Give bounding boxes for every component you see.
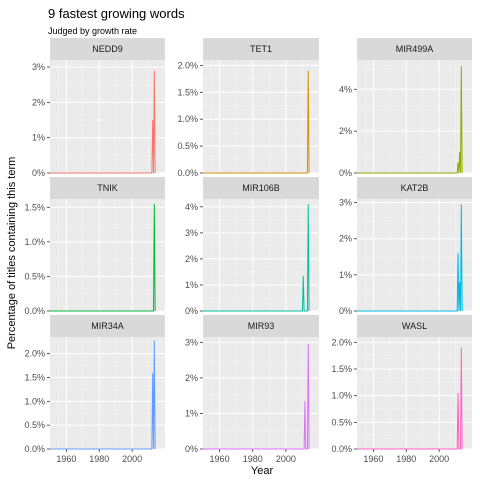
facet-strip-label: TNIK [97,183,118,193]
facet-strip-label: NEDD9 [92,44,123,54]
y-tick-label: 2% [185,254,198,264]
x-tick-label: 2000 [276,454,296,464]
y-tick-label: 0.5% [177,141,198,151]
facet-tet1: TET1 0.0% 0.5% 1.0% 1.5% 2.0% [177,38,319,178]
facet-strip-label: MIR106B [242,183,280,193]
x-tick-label: 1960 [210,454,230,464]
facet-strip [50,315,165,337]
facet-strip-label: MIR93 [248,321,275,331]
series-line-mir93 [203,344,310,450]
panel-background [50,199,165,311]
y-axis-title: Percentage of titles containing this ter… [6,157,18,350]
y-tick-label: 0% [185,444,198,454]
facet-strip-label: TET1 [250,44,272,54]
series-line-nedd9 [50,70,156,174]
y-tick-label: 2.0% [177,60,198,70]
x-tick-label: 2000 [122,454,142,464]
y-tick-label: 1% [339,270,352,280]
panel-background [357,199,472,311]
y-tick-label: 1.0% [177,114,198,124]
facet-strip [50,38,165,60]
y-tick-label: 0% [185,306,198,316]
facet-strip-label: MIR499A [396,44,434,54]
x-tick-label: 1980 [89,454,109,464]
series-line-tnik [50,203,156,312]
y-tick-label: 0.0% [24,444,45,454]
facet-strip [203,38,319,60]
facet-strip [357,315,472,337]
facet-strip [357,38,472,60]
facet-strip [50,177,165,199]
y-tick-label: 0% [339,306,352,316]
y-tick-label: 0% [32,168,45,178]
y-tick-label: 0.0% [177,168,198,178]
y-tick-label: 2.0% [24,349,45,359]
series-line-kat2b [357,204,463,312]
facet-strip [357,177,472,199]
facet-mir93: MIR93 0% 1% 2% 3% 1960 1980 2000 [185,315,319,464]
x-tick-label: 1980 [396,454,416,464]
y-tick-label: 1% [32,133,45,143]
y-tick-label: 1.0% [24,396,45,406]
y-tick-label: 2% [32,97,45,107]
y-tick-label: 0% [339,168,352,178]
panel-background [203,337,319,449]
y-tick-label: 1.5% [24,373,45,383]
y-tick-label: 1.0% [331,391,352,401]
series-line-wasl [357,347,463,450]
facet-nedd9: NEDD9 0% 1% 2% 3% [32,38,165,178]
x-axis-title: Year [251,465,274,477]
facet-strip-label: WASL [402,321,427,331]
facet-tnik: TNIK 0.0% 0.5% 1.0% 1.5% [24,177,165,316]
facet-strip-label: KAT2B [401,183,429,193]
y-tick-label: 0.0% [24,306,45,316]
facet-strip [203,315,319,337]
facet-mir34a: MIR34A 0.0% 0.5% 1.0% 1.5% 2.0% 1960 1980 2000 [24,315,165,464]
x-tick-label: 1960 [363,454,383,464]
y-tick-label: 3% [339,198,352,208]
chart-title: 9 fastest growing words [48,6,185,21]
y-tick-label: 1.0% [24,237,45,247]
x-tick-label: 1960 [56,454,76,464]
y-tick-label: 3% [32,62,45,72]
series-line-tet1 [203,70,310,174]
panel-background [357,60,472,173]
y-tick-label: 0.0% [331,444,352,454]
series-line-mir106b [203,204,310,312]
y-tick-label: 1.5% [177,87,198,97]
facet-strip [203,177,319,199]
series-line-mir499a [357,66,463,174]
y-tick-label: 2% [185,373,198,383]
y-tick-label: 2% [339,234,352,244]
facet-wasl: WASL 0.0% 0.5% 1.0% 1.5% 2.0% 1960 1980 2000 [331,315,472,464]
panel-background [50,337,165,449]
y-tick-label: 2.0% [331,337,352,347]
facet-mir499a: MIR499A 0% 2% 4% [339,38,472,178]
y-tick-label: 0.5% [331,417,352,427]
y-tick-label: 3% [185,228,198,238]
y-tick-label: 1.5% [24,202,45,212]
y-tick-label: 4% [339,84,352,94]
panel-background [203,60,319,173]
facet-kat2b: KAT2B 0% 1% 2% 3% [339,177,472,316]
facet-strip-label: MIR34A [91,321,124,331]
facet-mir106b: MIR106B 0% 1% 2% 3% 4% [185,177,319,316]
panel-background [357,337,472,449]
y-tick-label: 0.5% [24,271,45,281]
y-tick-label: 1% [185,408,198,418]
series-line-mir34a [50,340,156,450]
y-tick-label: 1.5% [331,364,352,374]
x-tick-label: 2000 [429,454,449,464]
y-tick-label: 1% [185,280,198,290]
panel-background [50,60,165,173]
y-tick-label: 4% [185,202,198,212]
x-tick-label: 1980 [243,454,263,464]
panel-background [203,199,319,311]
chart-subtitle: Judged by growth rate [48,26,138,36]
y-tick-label: 2% [339,126,352,136]
y-tick-label: 3% [185,337,198,347]
y-tick-label: 0.5% [24,420,45,430]
